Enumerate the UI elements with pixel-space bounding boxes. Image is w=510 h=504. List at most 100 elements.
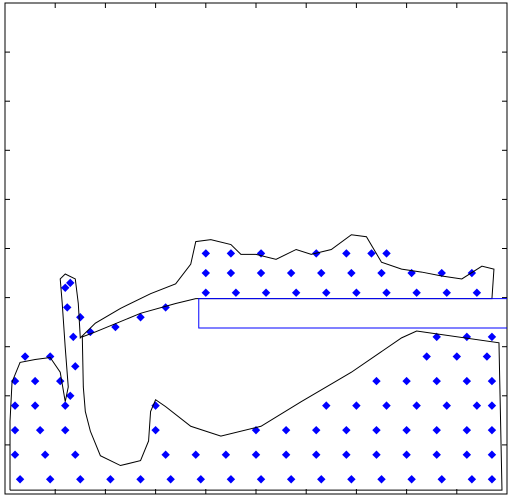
point — [10, 401, 20, 410]
point — [432, 376, 441, 386]
point — [462, 425, 472, 435]
point — [467, 475, 477, 484]
point — [372, 425, 381, 435]
point — [201, 288, 211, 297]
point — [30, 376, 40, 386]
point — [372, 376, 381, 386]
point — [372, 450, 381, 459]
point — [251, 450, 261, 459]
point — [286, 268, 296, 278]
point — [45, 352, 55, 361]
point — [312, 450, 321, 459]
point — [166, 475, 175, 484]
point — [15, 475, 25, 484]
point — [111, 322, 120, 332]
point — [342, 425, 351, 435]
point — [61, 425, 70, 435]
point — [256, 268, 266, 278]
point — [472, 401, 482, 410]
outline — [9, 234, 503, 491]
point — [63, 303, 72, 312]
point — [281, 425, 291, 435]
point — [442, 288, 451, 297]
point — [452, 352, 462, 361]
point — [487, 332, 497, 342]
point — [71, 450, 80, 459]
point — [432, 332, 441, 342]
point — [286, 475, 296, 484]
point — [161, 450, 170, 459]
point — [136, 313, 145, 322]
point — [30, 401, 40, 410]
point — [352, 401, 361, 410]
point — [226, 475, 236, 484]
point — [412, 401, 421, 410]
axes-box — [4, 2, 508, 495]
point — [317, 268, 326, 278]
point — [45, 475, 55, 484]
point — [256, 475, 266, 484]
point — [322, 288, 331, 297]
point — [226, 268, 236, 278]
point — [402, 450, 411, 459]
point — [472, 288, 482, 297]
point — [462, 450, 472, 459]
point — [402, 425, 411, 435]
point — [317, 475, 326, 484]
point — [487, 401, 497, 410]
point — [412, 288, 421, 297]
point — [487, 376, 497, 386]
point — [251, 425, 261, 435]
point — [352, 288, 361, 297]
point — [382, 249, 391, 258]
point — [66, 391, 75, 401]
point — [487, 450, 497, 459]
point — [71, 362, 80, 371]
point — [66, 278, 75, 288]
point — [40, 450, 50, 459]
point — [35, 425, 45, 435]
point — [442, 401, 451, 410]
point — [76, 475, 85, 484]
point — [281, 450, 291, 459]
point — [407, 475, 416, 484]
point — [261, 288, 271, 297]
point — [382, 288, 391, 297]
point — [432, 450, 441, 459]
point — [201, 268, 211, 278]
point — [342, 249, 351, 258]
point — [422, 352, 431, 361]
point — [432, 425, 441, 435]
point — [487, 475, 497, 484]
point — [402, 376, 411, 386]
point — [20, 352, 30, 361]
point — [231, 288, 241, 297]
point — [367, 249, 376, 258]
point — [291, 288, 301, 297]
point — [462, 376, 472, 386]
point — [10, 425, 20, 435]
point — [382, 401, 391, 410]
point — [10, 450, 20, 459]
point — [437, 475, 446, 484]
point — [377, 475, 386, 484]
outline — [198, 298, 507, 329]
point — [377, 268, 386, 278]
point — [487, 425, 497, 435]
point — [201, 249, 211, 258]
point — [151, 425, 160, 435]
point — [347, 268, 356, 278]
point — [69, 332, 78, 342]
point — [106, 475, 115, 484]
point — [196, 475, 205, 484]
point — [312, 425, 321, 435]
point — [191, 450, 200, 459]
point — [136, 475, 145, 484]
point — [61, 401, 70, 410]
point — [221, 450, 231, 459]
point — [347, 475, 356, 484]
point — [342, 450, 351, 459]
point — [482, 352, 492, 361]
